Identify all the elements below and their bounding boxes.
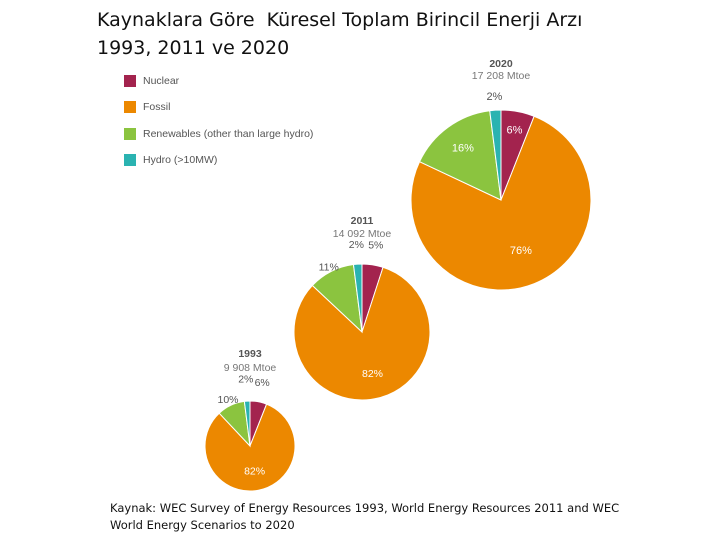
legend-label-nuclear: Nuclear [143, 74, 180, 87]
slice-label-1993-renewables: 10% [217, 394, 238, 406]
slice-2020-renewables [418, 110, 502, 201]
slice-label-2011-renewables: 11% [319, 262, 339, 274]
slide-title: Kaynaklara Göre Küresel Toplam Birincil … [97, 6, 657, 62]
slice-2020-fossil [410, 115, 592, 291]
slice-1993-hydro [243, 400, 251, 447]
slice-label-2020-hydro: 2% [486, 91, 502, 103]
legend-swatch-fossil [124, 101, 136, 113]
legend-label-hydro: Hydro (>10MW) [143, 154, 218, 166]
slice-label-2020-renewables: 16% [452, 143, 474, 155]
slice-2011-hydro [352, 263, 363, 333]
pie-year-2011: 2011 [351, 215, 374, 227]
slice-1993-fossil [204, 403, 296, 492]
title-line-2: 1993, 2011 ve 2020 [97, 37, 290, 59]
slice-label-2020-fossil: 76% [510, 245, 532, 257]
slice-label-2020-nuclear: 6% [507, 124, 523, 136]
legend-item-nuclear: Nuclear [124, 74, 313, 87]
legend-label-renewables: Renewables (other than large hydro) [143, 127, 314, 140]
pie-year-2020: 2020 [489, 58, 513, 70]
slice-label-2011-fossil: 82% [362, 368, 383, 380]
chart-legend: Nuclear Fossil Renewables (other than la… [124, 74, 313, 180]
pie-total-1993: 9 908 Mtoe [224, 362, 277, 374]
slice-label-1993-fossil: 82% [244, 465, 265, 477]
legend-item-hydro: Hydro (>10MW) [124, 154, 313, 167]
legend-swatch-renewables [124, 127, 136, 140]
pie-total-2011: 14 092 Mtoe [333, 228, 392, 240]
title-line-1: Kaynaklara Göre Küresel Toplam Birincil … [97, 9, 583, 31]
pie-year-1993: 1993 [238, 348, 262, 360]
slice-2020-hydro [489, 109, 502, 201]
legend-label-fossil: Fossil [143, 101, 171, 113]
pie-1993: 6% 82% 10%2% 1993 9 908 Mtoe [204, 348, 296, 492]
legend-swatch-nuclear [124, 74, 136, 87]
legend-swatch-hydro [124, 154, 136, 166]
pie-total-2020: 17 208 Mtoe [472, 70, 531, 82]
slice-label-2011-hydro: 2% [349, 239, 364, 251]
slice-label-1993-hydro: 2% [238, 374, 253, 386]
legend-item-renewables: Renewables (other than large hydro) [124, 127, 313, 140]
source-note: Kaynak: WEC Survey of Energy Resources 1… [110, 501, 620, 532]
slice-label-2011-nuclear: 5% [368, 240, 383, 252]
legend-item-fossil: Fossil [124, 101, 313, 114]
slice-label-1993-nuclear: 6% [255, 377, 270, 389]
